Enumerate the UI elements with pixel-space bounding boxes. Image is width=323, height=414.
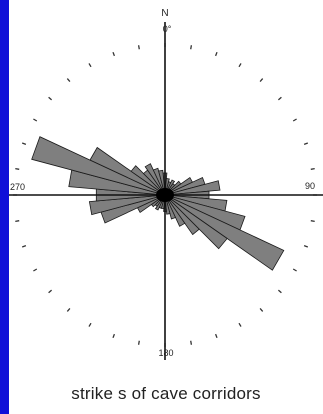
chart-panel: N 0° 90 180 270 strike s of cave corrido… bbox=[9, 0, 323, 414]
ring-tick bbox=[214, 333, 218, 339]
ring-tick bbox=[259, 78, 264, 83]
ring-tick bbox=[137, 45, 140, 50]
ring-tick bbox=[310, 220, 315, 223]
ring-tick bbox=[190, 340, 193, 345]
ring-tick bbox=[303, 142, 309, 146]
label-180: 180 bbox=[158, 348, 173, 358]
chart-caption: strike s of cave corridors bbox=[71, 384, 261, 403]
ring-tick bbox=[277, 96, 282, 101]
ring-tick bbox=[112, 333, 116, 339]
center-marker bbox=[156, 188, 174, 202]
label-270: 270 bbox=[10, 182, 25, 192]
ring-tick bbox=[48, 289, 53, 294]
rose-diagram: N 0° 90 180 270 bbox=[9, 8, 323, 360]
ring-tick bbox=[137, 340, 140, 345]
ring-tick bbox=[33, 268, 38, 272]
ring-tick bbox=[48, 96, 53, 101]
ring-tick bbox=[66, 307, 71, 312]
ring-tick bbox=[238, 63, 242, 68]
ring-tick bbox=[66, 78, 71, 83]
label-0: 0° bbox=[163, 24, 172, 34]
ring-tick bbox=[277, 289, 282, 294]
ring-tick bbox=[303, 244, 309, 248]
ring-tick bbox=[214, 51, 218, 57]
ring-tick bbox=[15, 220, 20, 223]
ring-tick bbox=[292, 268, 297, 272]
ring-tick bbox=[292, 118, 297, 122]
ring-tick bbox=[21, 142, 27, 146]
ring-tick bbox=[33, 118, 38, 122]
ring-tick bbox=[21, 244, 27, 248]
north-label: N bbox=[161, 8, 168, 19]
ring-tick bbox=[15, 167, 20, 170]
ring-tick bbox=[190, 45, 193, 50]
ring-tick bbox=[238, 322, 242, 327]
label-90: 90 bbox=[305, 181, 315, 191]
ring-tick bbox=[88, 63, 92, 68]
ring-tick bbox=[259, 307, 264, 312]
ring-tick bbox=[310, 167, 315, 170]
ring-tick bbox=[88, 322, 92, 327]
petal-group bbox=[31, 136, 285, 271]
ring-tick bbox=[112, 51, 116, 57]
outer-tick-ring bbox=[13, 43, 317, 347]
